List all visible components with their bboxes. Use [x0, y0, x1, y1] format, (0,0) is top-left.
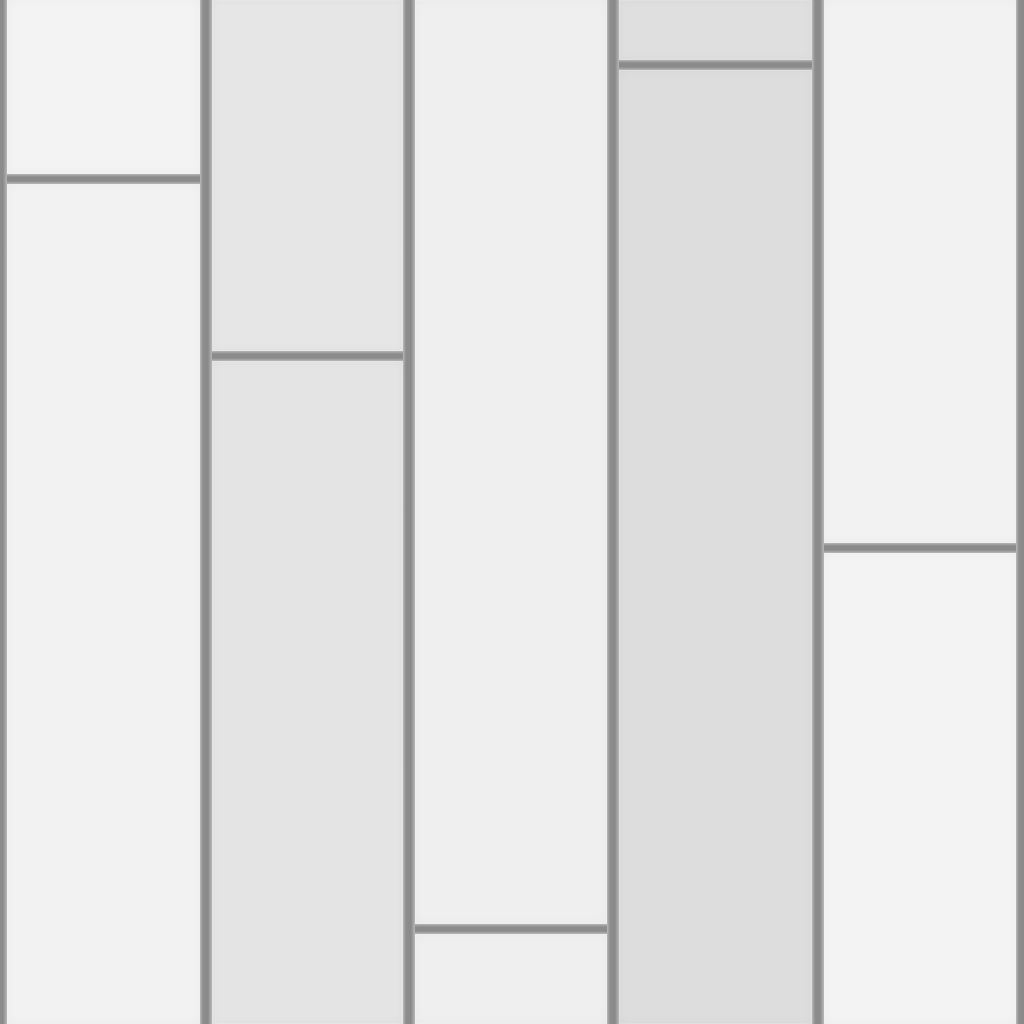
plank [212, 0, 403, 351]
plank [7, 184, 200, 1024]
plank-column-4 [619, 0, 812, 1024]
plank-gap [607, 0, 619, 1024]
plank-seam [824, 543, 1016, 553]
plank-column-1 [7, 0, 200, 1024]
plank-seam [212, 351, 403, 361]
plank [212, 361, 403, 1024]
plank-gap [812, 0, 824, 1024]
plank-seam [619, 60, 812, 70]
plank-seam [415, 924, 607, 934]
plank-gap [0, 0, 7, 1024]
plank [7, 0, 200, 174]
plank [824, 0, 1016, 543]
plank [619, 0, 812, 60]
plank [415, 0, 607, 924]
plank [619, 70, 812, 1024]
plank-gap [200, 0, 212, 1024]
plank-column-2 [212, 0, 403, 1024]
plank-gap [1016, 0, 1024, 1024]
plank-seam [7, 174, 200, 184]
plank [415, 934, 607, 1024]
plank-column-5 [824, 0, 1016, 1024]
plank-column-3 [415, 0, 607, 1024]
plank [824, 553, 1016, 1024]
plank-gap [403, 0, 415, 1024]
